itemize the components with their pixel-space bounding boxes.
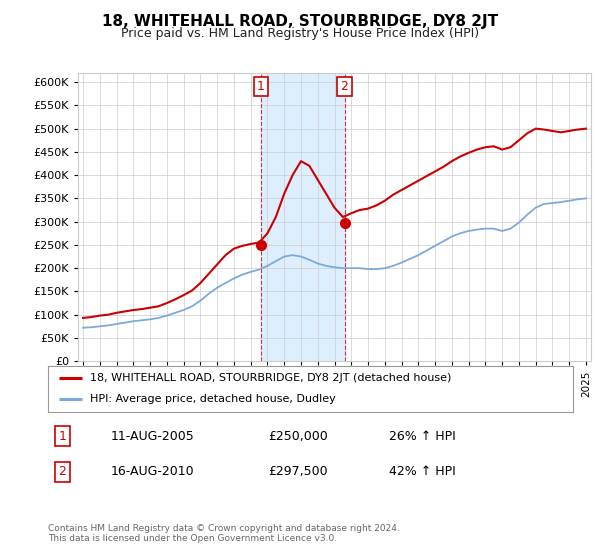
Text: £250,000: £250,000 [269, 430, 328, 443]
Text: 1: 1 [59, 430, 67, 443]
Text: 18, WHITEHALL ROAD, STOURBRIDGE, DY8 2JT (detached house): 18, WHITEHALL ROAD, STOURBRIDGE, DY8 2JT… [90, 373, 451, 383]
Text: 11-AUG-2005: 11-AUG-2005 [111, 430, 195, 443]
Text: HPI: Average price, detached house, Dudley: HPI: Average price, detached house, Dudl… [90, 394, 336, 404]
Text: Contains HM Land Registry data © Crown copyright and database right 2024.
This d: Contains HM Land Registry data © Crown c… [48, 524, 400, 543]
Text: 16-AUG-2010: 16-AUG-2010 [111, 465, 194, 478]
Text: 2: 2 [59, 465, 67, 478]
Text: 18, WHITEHALL ROAD, STOURBRIDGE, DY8 2JT: 18, WHITEHALL ROAD, STOURBRIDGE, DY8 2JT [102, 14, 498, 29]
Text: 1: 1 [257, 80, 265, 93]
Text: 26% ↑ HPI: 26% ↑ HPI [389, 430, 456, 443]
Text: £297,500: £297,500 [269, 465, 328, 478]
Bar [261, 73, 344, 361]
Text: 42% ↑ HPI: 42% ↑ HPI [389, 465, 456, 478]
Text: 2: 2 [341, 80, 349, 93]
Text: Price paid vs. HM Land Registry's House Price Index (HPI): Price paid vs. HM Land Registry's House … [121, 27, 479, 40]
